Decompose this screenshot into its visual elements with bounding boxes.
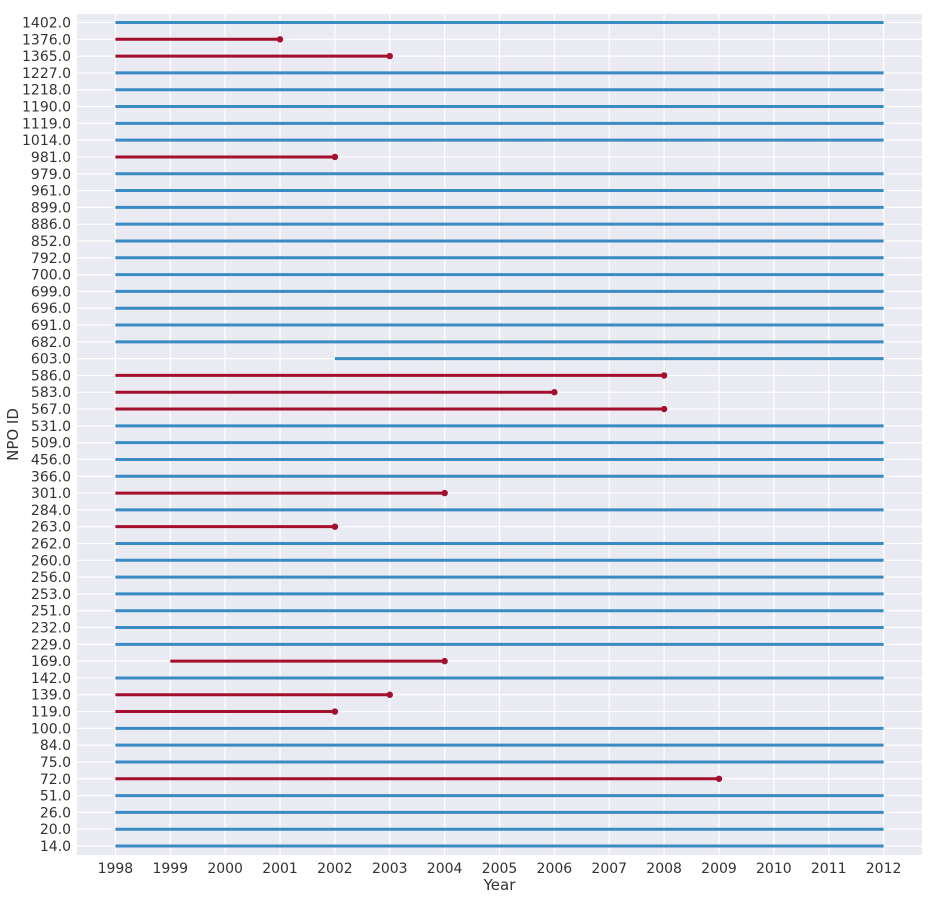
series-layer	[115, 21, 884, 848]
end-marker-72.0	[715, 775, 723, 782]
y-tick-label-1227.0: 1227.0	[22, 66, 71, 82]
x-tick-label-2010: 2010	[756, 861, 792, 877]
y-tick-label-700.0: 700.0	[31, 268, 71, 284]
x-tick-label-2011: 2011	[811, 861, 847, 877]
y-tick-label-1376.0: 1376.0	[22, 32, 71, 48]
y-tick-label-691.0: 691.0	[31, 318, 71, 334]
y-axis-label: NPO ID	[4, 408, 22, 461]
y-tick-label-961.0: 961.0	[31, 184, 71, 200]
end-marker-567.0	[660, 405, 668, 413]
end-marker-139.0	[386, 691, 393, 698]
y-tick-label-169.0: 169.0	[31, 654, 71, 670]
x-tick-label-2001: 2001	[262, 861, 298, 877]
x-tick-label-2000: 2000	[207, 861, 243, 877]
end-marker-586.0	[660, 372, 668, 379]
y-tick-label-792.0: 792.0	[31, 251, 71, 267]
y-tick-label-981.0: 981.0	[31, 150, 71, 166]
y-tick-label-583.0: 583.0	[31, 385, 71, 401]
y-tick-label-567.0: 567.0	[31, 402, 71, 418]
y-tick-label-509.0: 509.0	[31, 436, 71, 452]
y-tick-label-586.0: 586.0	[31, 368, 71, 384]
y-tick-label-979.0: 979.0	[31, 167, 71, 183]
y-tick-label-253.0: 253.0	[31, 587, 71, 603]
y-tick-label-899.0: 899.0	[31, 200, 71, 216]
x-tick-label-2009: 2009	[701, 861, 737, 877]
y-tick-label-142.0: 142.0	[31, 671, 71, 687]
x-tick-label-2002: 2002	[317, 861, 353, 877]
end-marker-301.0	[441, 489, 448, 497]
y-tick-label-682.0: 682.0	[31, 335, 71, 351]
y-tick-label-696.0: 696.0	[31, 301, 71, 317]
x-tick-label-2004: 2004	[427, 861, 463, 877]
y-tick-label-1119.0: 1119.0	[22, 116, 71, 132]
y-tick-label-1014.0: 1014.0	[22, 133, 71, 149]
end-marker-583.0	[551, 389, 558, 396]
y-tick-label-366.0: 366.0	[31, 469, 71, 485]
x-tick-label-2008: 2008	[646, 861, 682, 877]
end-marker-169.0	[441, 657, 448, 665]
y-tick-label-852.0: 852.0	[31, 234, 71, 250]
y-tick-label-456.0: 456.0	[31, 452, 71, 468]
y-tick-label-1365.0: 1365.0	[22, 49, 71, 65]
y-tick-label-251.0: 251.0	[31, 604, 71, 620]
y-tick-label-26.0: 26.0	[40, 805, 71, 821]
y-tick-label-603.0: 603.0	[31, 352, 71, 368]
x-tick-label-2012: 2012	[866, 861, 902, 877]
end-marker-1376.0	[276, 36, 284, 43]
y-tick-label-20.0: 20.0	[40, 822, 71, 838]
end-marker-981.0	[331, 153, 339, 161]
y-tick-label-84.0: 84.0	[40, 738, 71, 754]
x-tick-label-2006: 2006	[537, 861, 573, 877]
y-tick-label-1218.0: 1218.0	[22, 83, 71, 99]
y-tick-label-1190.0: 1190.0	[22, 100, 71, 116]
x-tick-label-1998: 1998	[98, 861, 134, 877]
end-marker-1365.0	[386, 52, 393, 60]
end-marker-119.0	[331, 708, 339, 715]
x-tick-labels: 1998 1999 2000 2001 2002 2003 2004 2005 2006 2007…	[98, 861, 902, 877]
y-tick-label-301.0: 301.0	[31, 486, 71, 502]
y-tick-label-14.0: 14.0	[40, 839, 71, 855]
y-tick-label-260.0: 260.0	[31, 553, 71, 569]
x-tick-label-2005: 2005	[482, 861, 518, 877]
y-tick-label-886.0: 886.0	[31, 217, 71, 233]
y-tick-label-1402.0: 1402.0	[22, 16, 71, 32]
y-tick-label-263.0: 263.0	[31, 520, 71, 536]
x-tick-label-2003: 2003	[372, 861, 408, 877]
end-marker-263.0	[331, 523, 339, 530]
y-tick-label-139.0: 139.0	[31, 688, 71, 704]
y-tick-label-72.0: 72.0	[40, 772, 71, 788]
y-tick-label-531.0: 531.0	[31, 419, 71, 435]
y-tick-label-699.0: 699.0	[31, 284, 71, 300]
y-tick-label-119.0: 119.0	[31, 705, 71, 721]
y-tick-label-232.0: 232.0	[31, 621, 71, 637]
y-tick-label-256.0: 256.0	[31, 570, 71, 586]
x-tick-label-2007: 2007	[591, 861, 627, 877]
y-tick-label-100.0: 100.0	[31, 721, 71, 737]
x-axis-label: Year	[483, 876, 517, 894]
x-tick-label-1999: 1999	[152, 861, 188, 877]
y-tick-label-51.0: 51.0	[40, 789, 71, 805]
y-tick-labels: 1402.01376.01365.01227.01218.01190.01119…	[22, 16, 71, 856]
y-tick-label-229.0: 229.0	[31, 637, 71, 653]
y-tick-label-75.0: 75.0	[40, 755, 71, 771]
y-tick-label-284.0: 284.0	[31, 503, 71, 519]
y-tick-label-262.0: 262.0	[31, 536, 71, 552]
